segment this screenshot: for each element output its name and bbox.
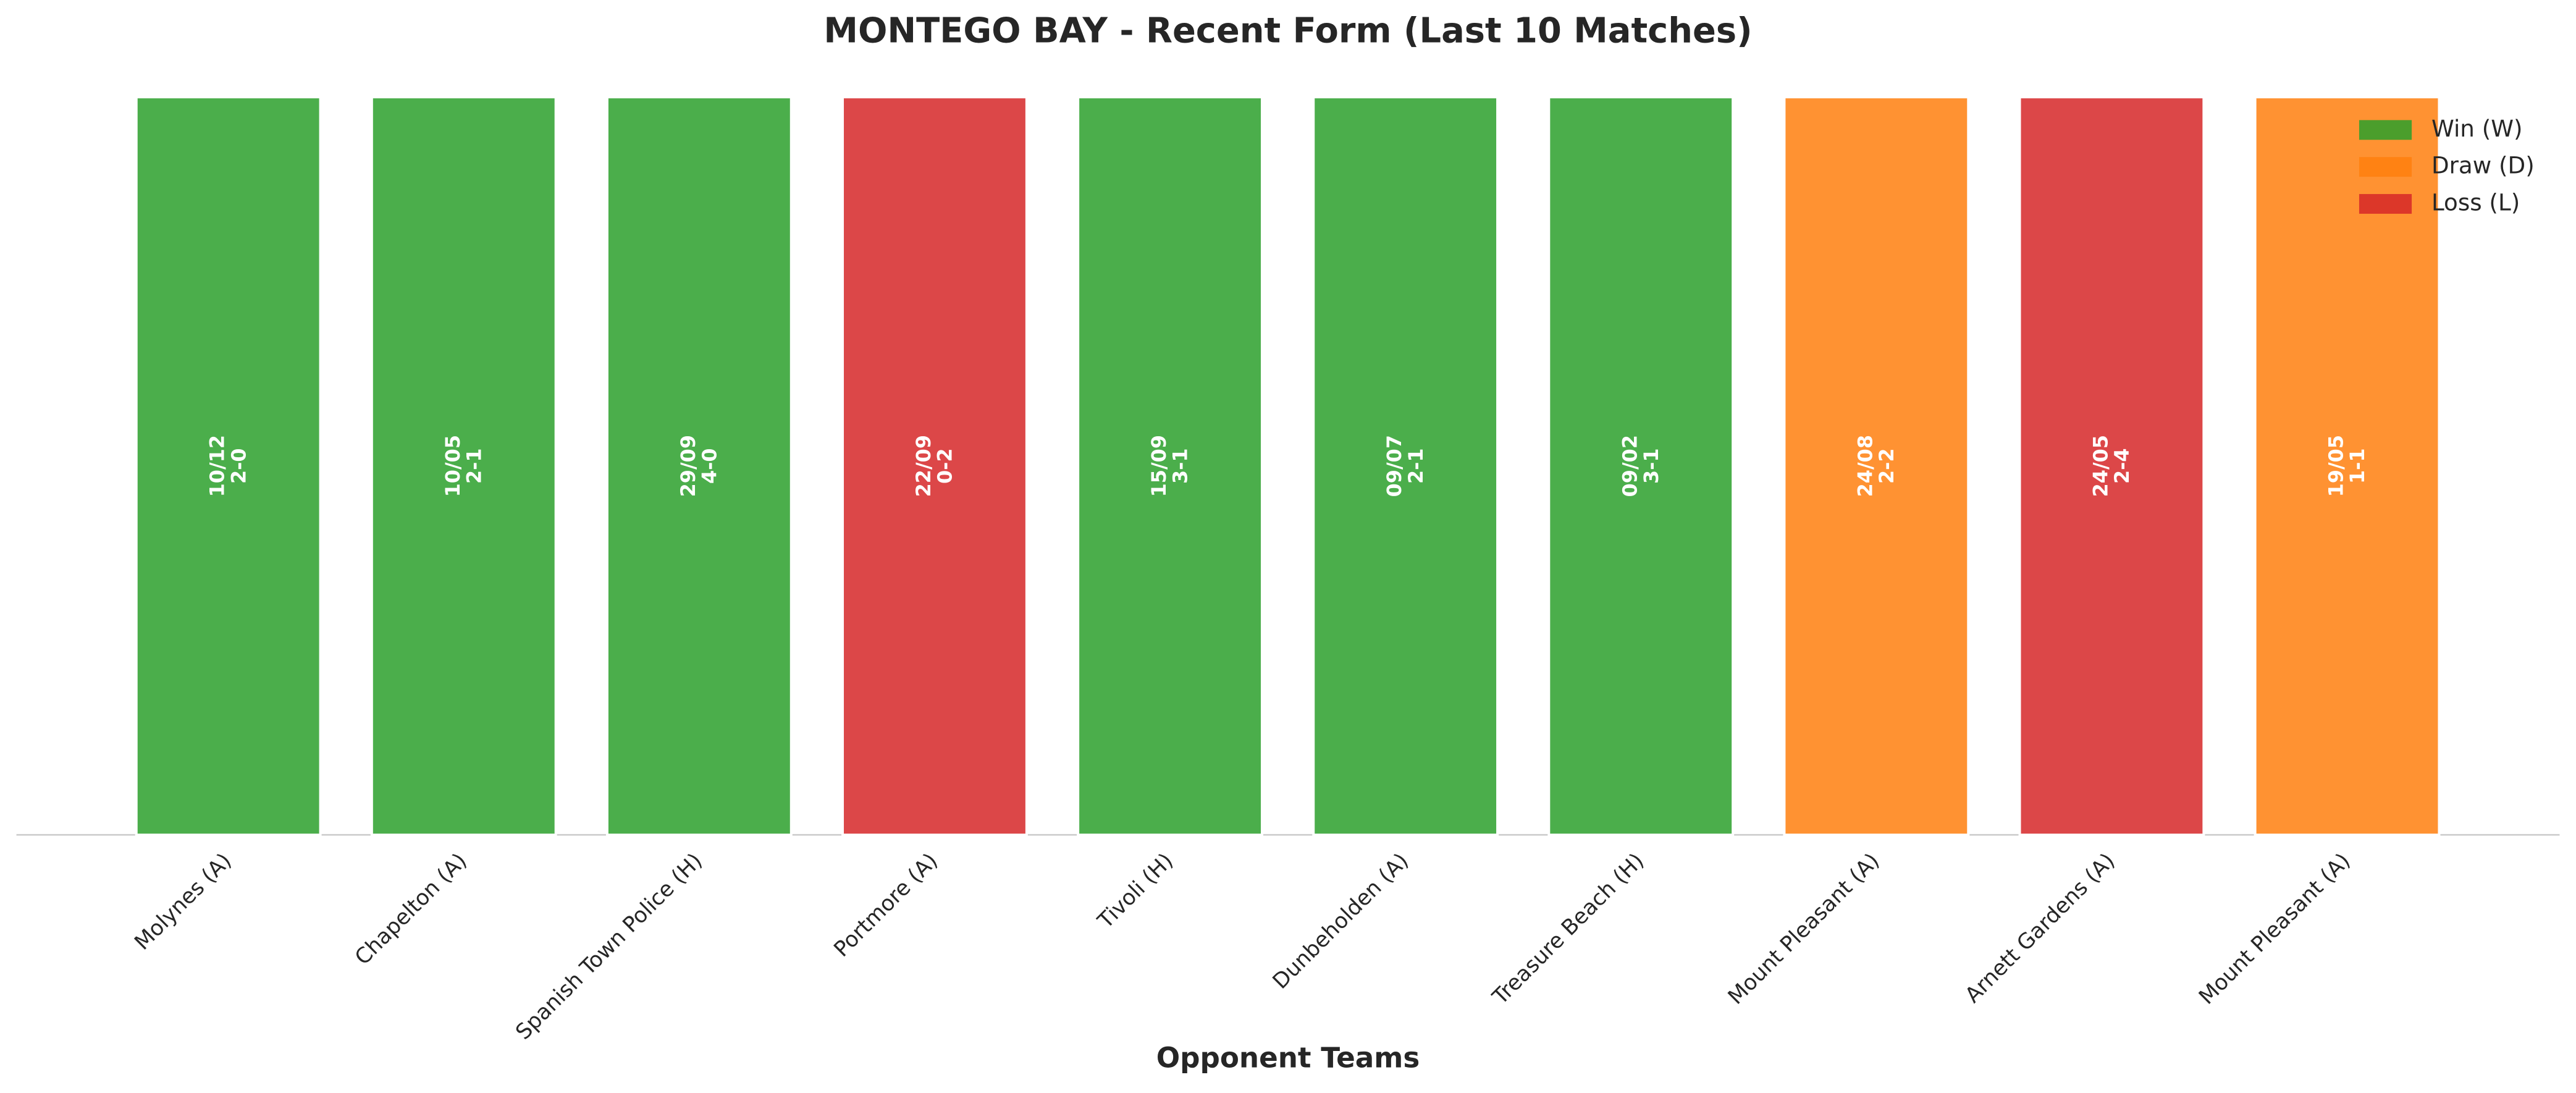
legend-swatch	[2359, 120, 2412, 140]
bar-date-label: 24/05	[2089, 435, 2112, 497]
legend-swatch	[2359, 157, 2412, 177]
bar	[1312, 96, 1499, 837]
bar-date-label: 22/09	[912, 435, 935, 497]
x-axis-label: Opponent Teams	[1156, 1042, 1420, 1074]
x-tick-label: Mount Pleasant (A)	[2194, 848, 2355, 1010]
bar	[841, 96, 1028, 837]
x-tick-label: Tivoli (H)	[1093, 848, 1178, 934]
bar-score-label: 3-1	[1639, 448, 1663, 484]
bar-score-label: 2-1	[1404, 448, 1428, 484]
bar	[135, 96, 322, 837]
legend-label: Win (W)	[2431, 115, 2523, 142]
bar-score-label: 1-1	[2346, 448, 2369, 484]
bar	[1783, 96, 1970, 837]
bar-score-label: 2-0	[227, 448, 250, 484]
bar-date-label: 10/05	[441, 435, 465, 497]
bar-date-label: 15/09	[1147, 435, 1171, 497]
bar	[1547, 96, 1735, 837]
bar-score-label: 4-0	[697, 448, 721, 484]
bar-score-label: 2-1	[462, 448, 486, 484]
x-tick-label: Spanish Town Police (H)	[511, 848, 707, 1045]
bar	[2254, 96, 2441, 837]
bar-date-label: 24/08	[1853, 435, 1877, 497]
x-tick-label: Treasure Beach (H)	[1488, 848, 1649, 1010]
bar-score-label: 2-2	[1875, 448, 1898, 484]
bar-score-label: 0-2	[933, 448, 957, 484]
x-tick-label: Chapelton (A)	[350, 848, 472, 970]
bar-date-label: 10/12	[206, 435, 229, 497]
bar	[605, 96, 793, 837]
bar-date-label: 19/05	[2325, 435, 2348, 497]
bar	[1077, 96, 1263, 837]
x-tick-label: Portmore (A)	[829, 848, 943, 962]
bar-score-label: 3-1	[1169, 448, 1192, 484]
x-tick-label: Arnett Gardens (A)	[1961, 848, 2120, 1008]
x-tick-label: Dunbeholden (A)	[1268, 848, 1413, 994]
bar	[2018, 96, 2205, 837]
legend-label: Draw (D)	[2431, 152, 2535, 179]
chart-title: MONTEGO BAY - Recent Form (Last 10 Match…	[823, 11, 1752, 51]
legend-swatch	[2359, 194, 2412, 214]
x-tick-label: Molynes (A)	[130, 848, 236, 955]
x-tick-label: Mount Pleasant (A)	[1724, 848, 1885, 1010]
bar-date-label: 09/02	[1618, 435, 1641, 497]
bar-score-label: 2-4	[2110, 448, 2134, 484]
bar-date-label: 09/07	[1383, 435, 1406, 497]
legend-label: Loss (L)	[2431, 189, 2520, 216]
bar-date-label: 29/09	[676, 435, 700, 497]
bar	[370, 96, 557, 837]
